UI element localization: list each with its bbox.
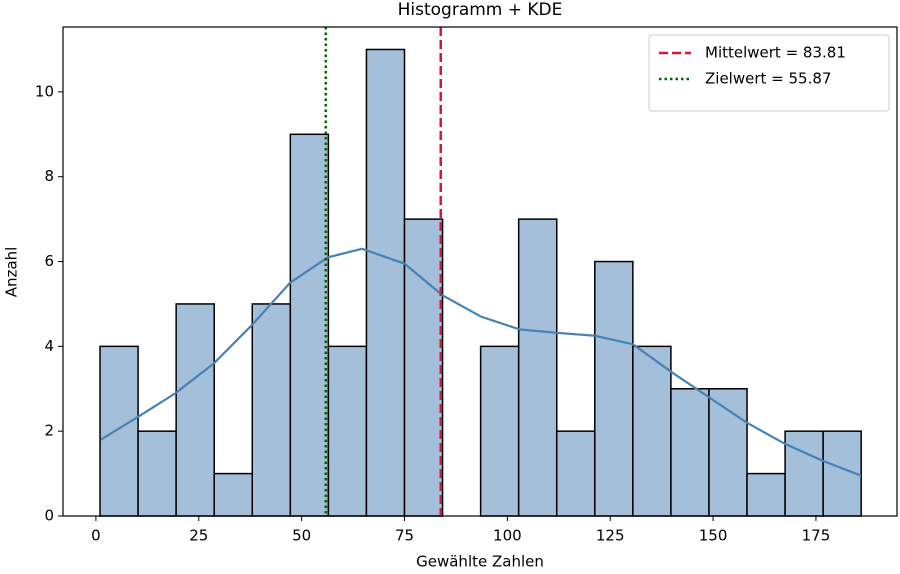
x-tick-label: 100 bbox=[493, 527, 522, 545]
legend-label: Mittelwert = 83.81 bbox=[705, 44, 846, 62]
y-tick-label: 4 bbox=[44, 337, 54, 355]
x-tick-label: 125 bbox=[596, 527, 625, 545]
plot-frame bbox=[62, 26, 898, 517]
bar bbox=[365, 48, 406, 517]
x-tick-label: 75 bbox=[395, 527, 414, 545]
y-tick-label: 6 bbox=[44, 252, 54, 270]
x-tick-label: 50 bbox=[292, 527, 311, 545]
y-tick-label: 10 bbox=[35, 82, 54, 100]
bar bbox=[403, 218, 444, 517]
bar bbox=[99, 345, 139, 517]
bar bbox=[746, 472, 786, 517]
x-tick-label: 150 bbox=[699, 527, 728, 545]
x-tick-label: 0 bbox=[91, 527, 101, 545]
bar bbox=[594, 260, 634, 517]
x-axis-label: Gewählte Zahlen bbox=[416, 553, 544, 571]
bar bbox=[251, 303, 292, 517]
bar bbox=[517, 218, 558, 517]
y-tick-label: 0 bbox=[44, 507, 54, 525]
chart-title: Histogramm + KDE bbox=[398, 0, 563, 20]
bar bbox=[479, 345, 520, 517]
y-tick-label: 8 bbox=[44, 167, 54, 185]
bar bbox=[670, 388, 710, 517]
legend-box bbox=[648, 34, 890, 112]
bar bbox=[327, 345, 368, 517]
bar bbox=[632, 345, 672, 517]
bar bbox=[175, 303, 215, 517]
bar bbox=[213, 472, 254, 517]
bar bbox=[289, 133, 330, 517]
y-tick-label: 2 bbox=[44, 422, 54, 440]
bar bbox=[708, 388, 748, 517]
legend-label: Zielwert = 55.87 bbox=[705, 70, 831, 88]
bar bbox=[137, 430, 177, 517]
y-axis-label: Anzahl bbox=[3, 247, 21, 298]
kde-line bbox=[100, 247, 862, 477]
x-tick-label: 25 bbox=[189, 527, 208, 545]
bar bbox=[784, 430, 824, 517]
x-tick-label: 175 bbox=[802, 527, 831, 545]
bar bbox=[555, 430, 596, 517]
